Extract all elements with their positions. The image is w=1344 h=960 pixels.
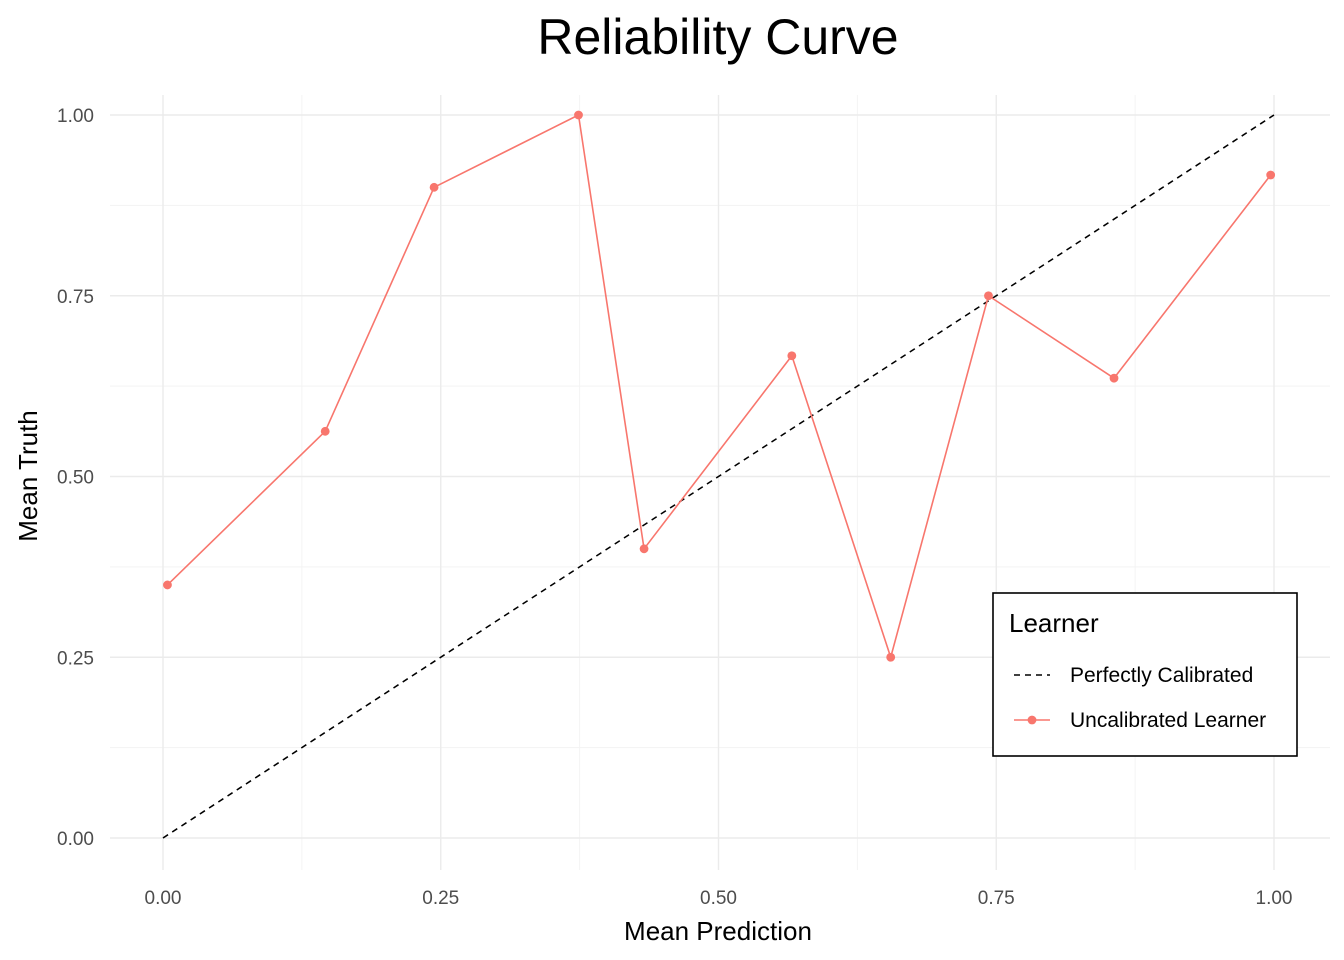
data-point-uncalibrated-learner (574, 110, 583, 120)
x-tick-label: 0.50 (700, 888, 737, 909)
grid-layer (110, 95, 1330, 870)
x-tick-label: 0.25 (422, 888, 459, 909)
x-tick-label: 0.75 (978, 888, 1015, 909)
legend: Learner Perfectly Calibrated Uncalibrate… (992, 592, 1298, 757)
series-line-perfectly-calibrated (162, 114, 1275, 839)
x-tick-label: 0.00 (145, 888, 182, 909)
data-point-uncalibrated-learner (984, 291, 993, 301)
series-line-uncalibrated-learner (166, 114, 1272, 659)
legend-label-perfectly-calibrated: Perfectly Calibrated (1070, 664, 1253, 687)
legend-label-uncalibrated-learner: Uncalibrated Learner (1070, 709, 1266, 732)
data-point-uncalibrated-learner (1109, 373, 1119, 383)
x-tick-label: 1.00 (1256, 888, 1293, 909)
chart-title: Reliability Curve (537, 9, 898, 65)
data-point-uncalibrated-learner (320, 426, 330, 436)
legend-box (992, 592, 1298, 757)
data-point-uncalibrated-learner (886, 652, 896, 662)
data-point-uncalibrated-learner (1266, 170, 1276, 180)
y-axis-title: Mean Truth (13, 410, 43, 542)
data-point-uncalibrated-learner (163, 580, 172, 590)
y-tick-label: 0.00 (57, 829, 94, 850)
series-layer (162, 110, 1276, 839)
legend-marker-uncalibrated-learner (1027, 715, 1037, 725)
y-axis-ticks: 0.00 0.25 0.50 0.75 1.00 (57, 106, 94, 850)
x-axis-title: Mean Prediction (624, 916, 812, 946)
y-tick-label: 1.00 (57, 106, 94, 127)
y-tick-label: 0.75 (57, 287, 94, 308)
y-tick-label: 0.25 (57, 648, 94, 669)
legend-title: Learner (1009, 608, 1099, 638)
data-point-uncalibrated-learner (639, 544, 649, 554)
y-tick-label: 0.50 (57, 468, 94, 489)
x-axis-ticks: 0.00 0.25 0.50 0.75 1.00 (145, 888, 1293, 909)
data-point-uncalibrated-learner (787, 351, 797, 361)
data-point-uncalibrated-learner (429, 182, 439, 192)
